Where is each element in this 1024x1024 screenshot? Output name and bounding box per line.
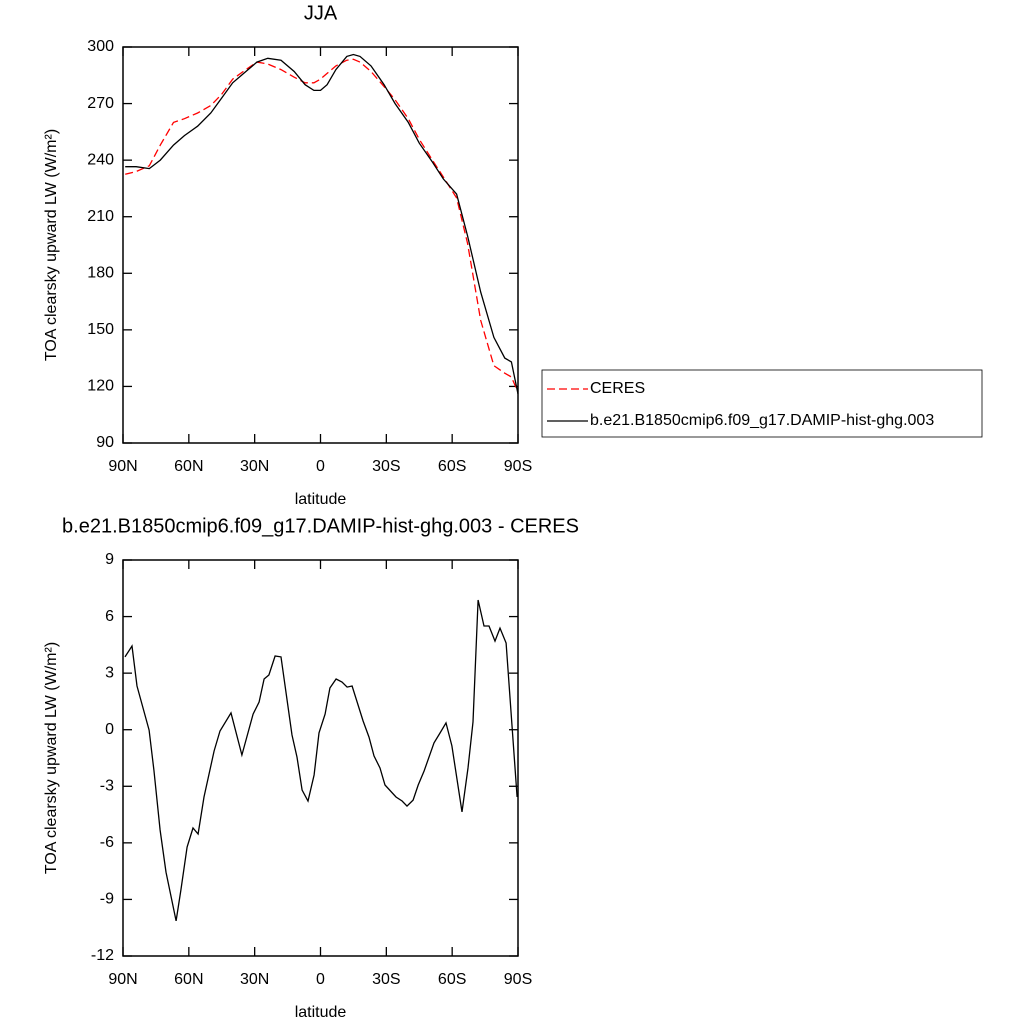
x-axis-label: latitude (295, 491, 347, 508)
plot-frame (122, 46, 519, 444)
plot-frame (122, 559, 519, 957)
y-tick-label: 3 (105, 664, 114, 681)
x-axis-label: latitude (295, 1004, 347, 1021)
x-tick-label: 90N (108, 971, 137, 988)
y-tick-label: -9 (100, 891, 114, 908)
y-axis-label: TOA clearsky upward LW (W/m²) (43, 642, 60, 874)
x-tick-label: 60S (438, 971, 466, 988)
y-tick-label: 6 (105, 608, 114, 625)
x-tick-label: 30N (240, 458, 269, 475)
y-tick-label: 0 (105, 721, 114, 738)
x-tick-label: 60N (174, 971, 203, 988)
x-tick-label: 90S (504, 971, 532, 988)
x-tick-label: 60S (438, 458, 466, 475)
x-tick-label: 30S (372, 458, 400, 475)
y-tick-label: 270 (87, 95, 114, 112)
y-tick-label: 210 (87, 208, 114, 225)
x-tick-label: 0 (316, 458, 325, 475)
y-tick-label: 180 (87, 265, 114, 282)
y-tick-label: 300 (87, 38, 114, 55)
y-tick-label: -12 (91, 947, 114, 964)
chart-title: JJA (304, 2, 338, 24)
data-line (125, 58, 519, 393)
chart-title: b.e21.B1850cmip6.f09_g17.DAMIP-hist-ghg.… (62, 515, 579, 537)
data-line (125, 53, 519, 395)
y-tick-label: 120 (87, 378, 114, 395)
legend-label: CERES (590, 380, 645, 397)
legend-box (541, 369, 983, 438)
x-tick-label: 0 (316, 971, 325, 988)
x-tick-label: 90N (108, 458, 137, 475)
y-tick-label: 150 (87, 321, 114, 338)
legend: CERES b.e21.B1850cmip6.f09_g17.DAMIP-hist… (541, 369, 983, 438)
data-line (124, 599, 518, 922)
legend-label: b.e21.B1850cmip6.f09_g17.DAMIP-hist-ghg.… (590, 412, 934, 429)
y-tick-label: -3 (100, 778, 114, 795)
y-tick-label: -6 (100, 834, 114, 851)
x-tick-label: 30N (240, 971, 269, 988)
y-tick-label: 240 (87, 151, 114, 168)
x-tick-label: 60N (174, 458, 203, 475)
x-tick-label: 90S (504, 458, 532, 475)
y-tick-label: 90 (96, 434, 114, 451)
y-tick-label: 9 (105, 551, 114, 568)
x-tick-label: 30S (372, 971, 400, 988)
y-axis-label: TOA clearsky upward LW (W/m²) (43, 129, 60, 361)
